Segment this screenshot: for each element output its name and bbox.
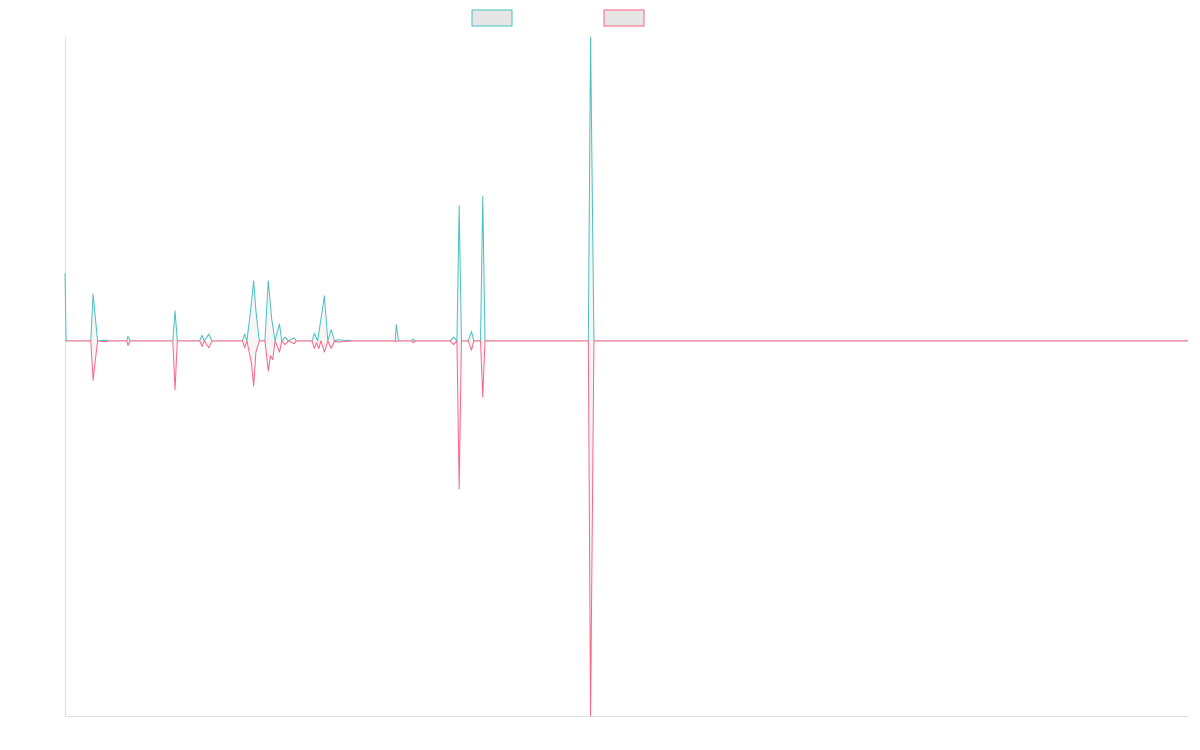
series-1-area — [65, 37, 1188, 341]
series-layer — [64, 36, 1188, 717]
series-1 — [64, 36, 1188, 342]
axes — [65, 37, 1188, 717]
series-1-line[interactable] — [64, 36, 1188, 342]
legend-item-series-2[interactable] — [603, 9, 645, 27]
series-2-area — [65, 340, 1188, 716]
series-2 — [65, 340, 1188, 717]
legend-swatch-series-2 — [603, 9, 645, 27]
series-2-line[interactable] — [65, 340, 1188, 717]
legend — [471, 9, 645, 27]
legend-swatch-series-1 — [471, 9, 513, 27]
legend-item-series-1[interactable] — [471, 9, 513, 27]
